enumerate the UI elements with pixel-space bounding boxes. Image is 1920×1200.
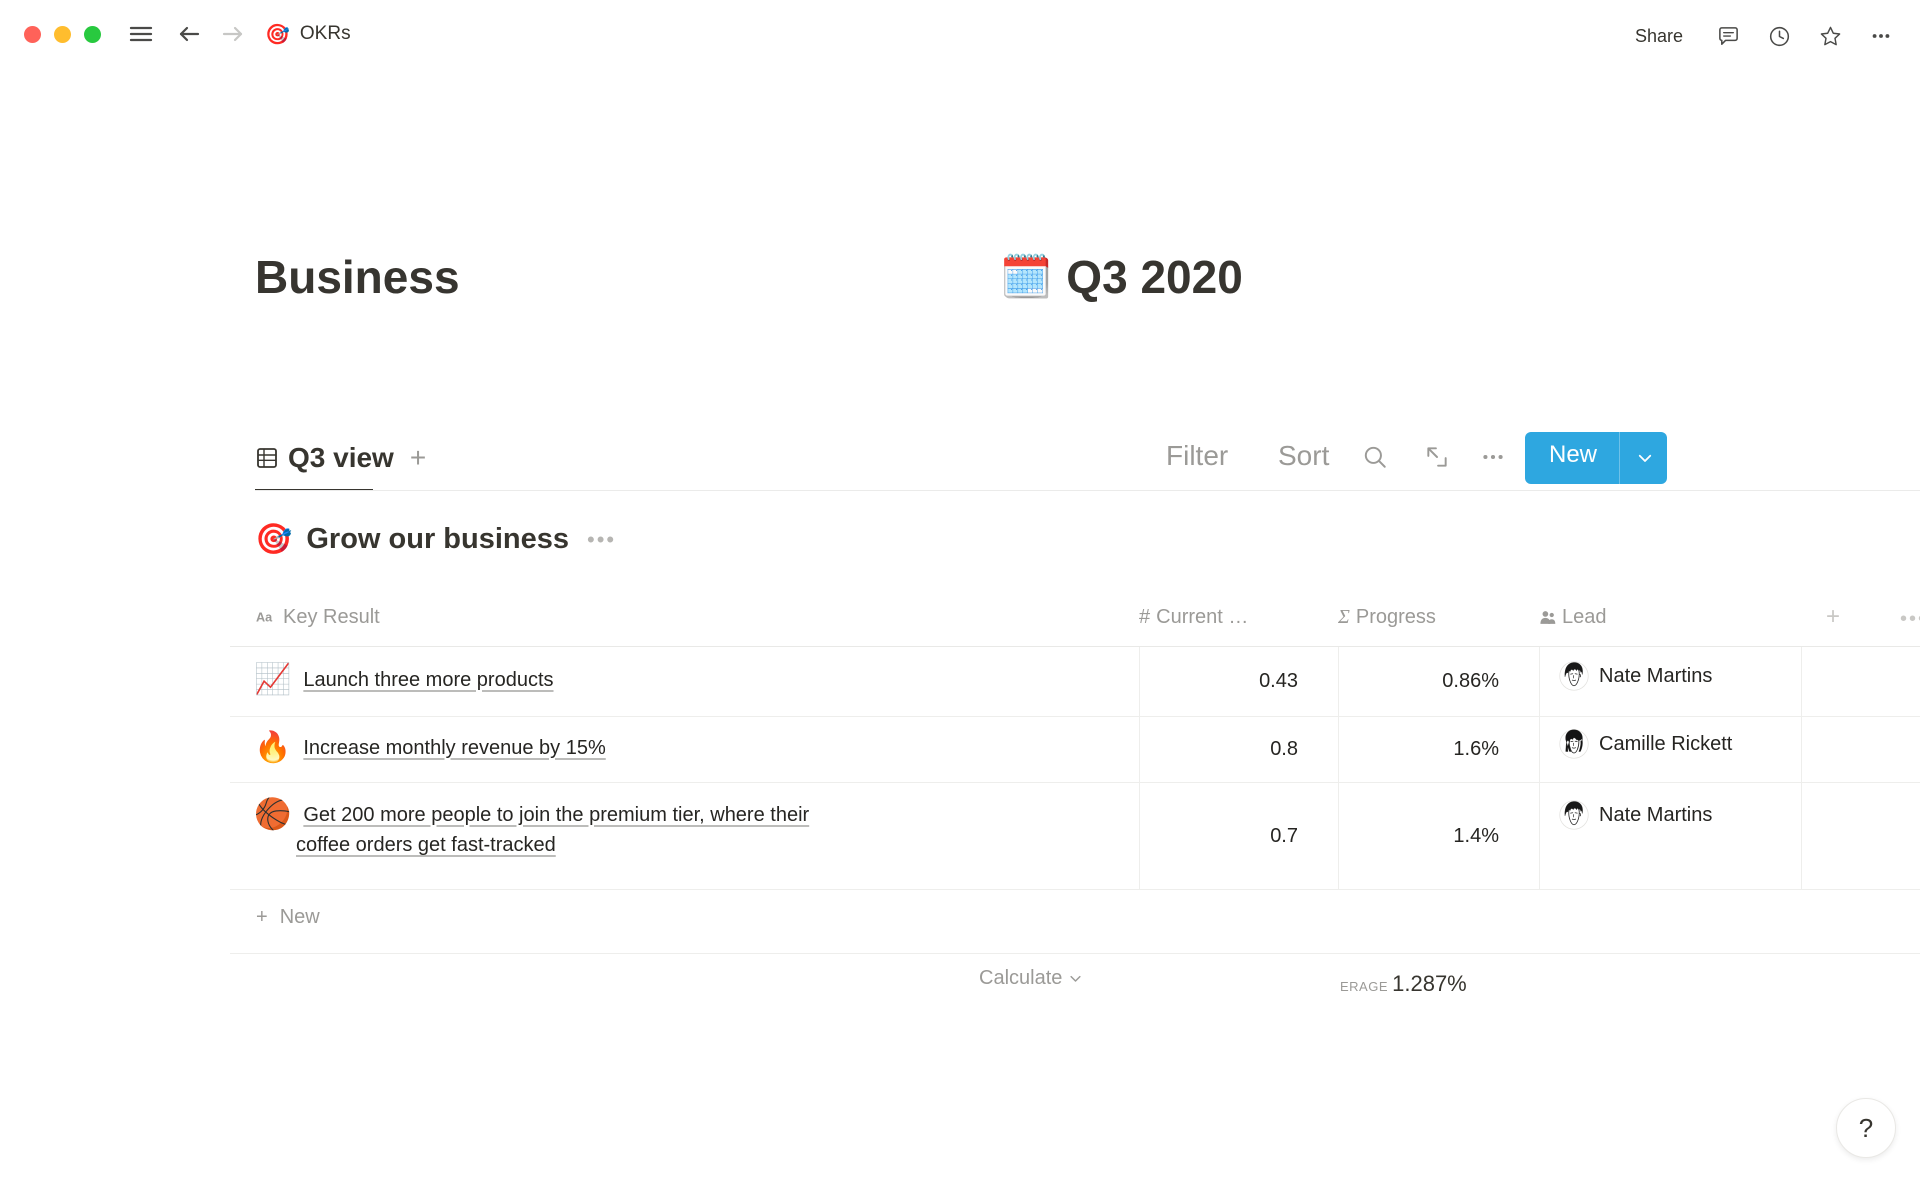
- svg-text:Aa: Aa: [256, 610, 273, 624]
